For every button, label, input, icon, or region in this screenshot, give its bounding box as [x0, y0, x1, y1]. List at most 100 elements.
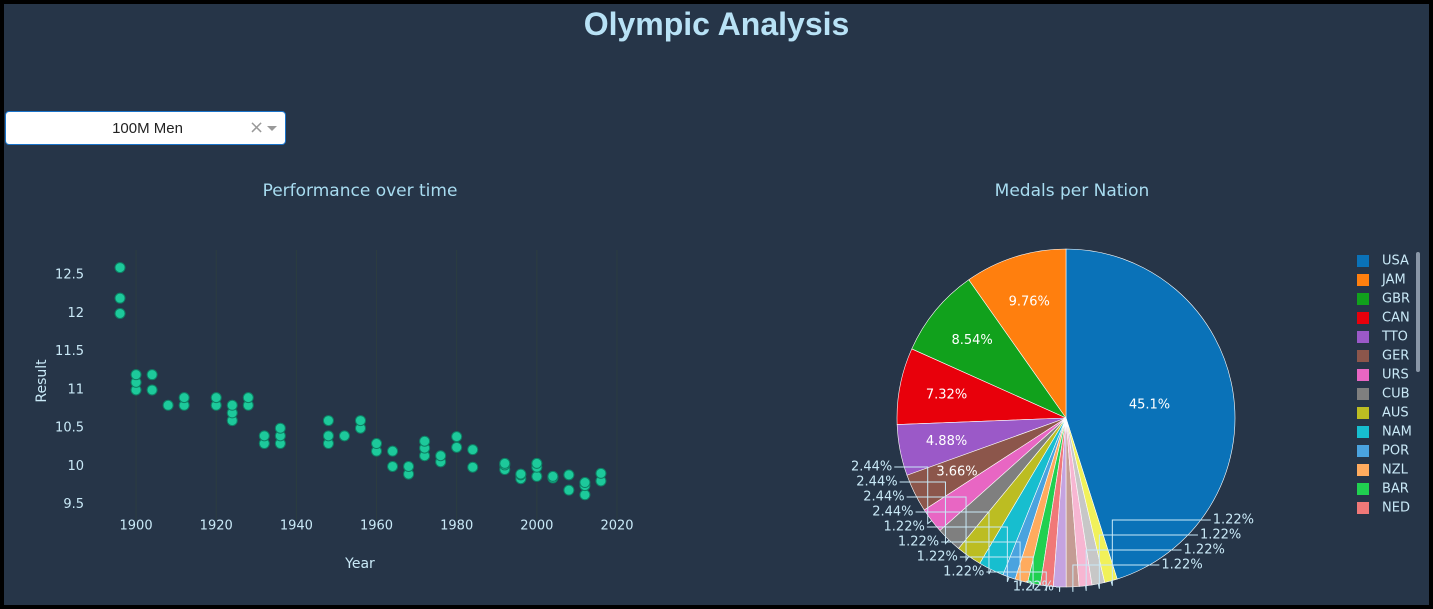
slice-label: 9.76%: [1009, 294, 1050, 309]
legend-label: GER: [1382, 349, 1409, 364]
point: [322, 415, 334, 427]
legend-label: POR: [1382, 444, 1409, 459]
legend-label: GBR: [1382, 292, 1410, 307]
legend-label: TTO: [1381, 330, 1408, 345]
legend-swatch: [1357, 331, 1369, 343]
legend-swatch: [1357, 350, 1369, 362]
chart-title: Medals per Nation: [995, 181, 1150, 201]
leader-line: [1072, 564, 1160, 592]
leader-line: [1056, 586, 1061, 592]
slice-label: 2.44%: [851, 460, 892, 475]
point: [531, 470, 543, 482]
leader-line: [941, 541, 1022, 586]
point: [403, 460, 415, 472]
x-tick-label: 1980: [440, 519, 473, 534]
y-tick-label: 10.5: [55, 421, 84, 436]
x-axis-label: Year: [344, 556, 375, 572]
dropdown[interactable]: 100M Men ×: [5, 111, 286, 145]
slice-label: 1.22%: [1161, 558, 1202, 573]
legend-swatch: [1357, 502, 1369, 514]
point: [579, 489, 591, 501]
leader-line: [1085, 549, 1182, 591]
point: [419, 435, 431, 447]
point: [322, 430, 334, 442]
slice-label: 3.66%: [936, 465, 977, 480]
point: [114, 292, 126, 304]
slice-label: 2.44%: [856, 475, 897, 490]
slice-label: 2.44%: [863, 490, 904, 505]
pie-slice: [1065, 417, 1118, 583]
pie-slice: [911, 279, 1067, 419]
legend-label: USA: [1382, 254, 1409, 269]
point: [226, 399, 238, 411]
y-tick-label: 11.5: [55, 344, 84, 359]
x-tick-label: 1960: [360, 519, 393, 534]
slice-label: 1.22%: [1013, 580, 1054, 595]
legend-swatch: [1357, 426, 1369, 438]
slice-label: 8.54%: [951, 333, 992, 348]
leader-line: [894, 466, 932, 525]
legend-swatch: [1357, 274, 1369, 286]
clear-icon[interactable]: ×: [249, 117, 265, 138]
legend-label: NED: [1382, 501, 1410, 516]
point: [515, 468, 527, 480]
y-tick-label: 11: [67, 382, 84, 397]
point: [547, 470, 559, 482]
leader-line: [986, 571, 1048, 591]
point: [210, 392, 222, 404]
slice-label: 4.88%: [926, 434, 967, 449]
legend-label: NZL: [1382, 463, 1409, 478]
leader-line: [959, 556, 1035, 589]
pie-slice: [1065, 248, 1236, 580]
point: [563, 469, 575, 481]
pie-slice: [968, 248, 1067, 419]
legend-label: JAM: [1381, 273, 1406, 288]
point: [258, 430, 270, 442]
slice-label: 1.22%: [1200, 528, 1241, 543]
point: [146, 384, 158, 396]
slice-label: 1.22%: [1184, 543, 1225, 558]
legend-swatch: [1357, 445, 1369, 457]
x-tick-label: 1900: [120, 519, 153, 534]
point: [467, 461, 479, 473]
point: [451, 441, 463, 453]
legend-swatch: [1357, 255, 1369, 267]
legend-swatch: [1357, 312, 1369, 324]
point: [387, 460, 399, 472]
legend-scrollbar: [1416, 252, 1420, 372]
legend-label: BAR: [1382, 482, 1409, 497]
slice-label: 1.22%: [917, 550, 958, 565]
legend-label: CUB: [1382, 387, 1410, 402]
x-tick-label: 1920: [200, 519, 233, 534]
chart-title: Performance over time: [263, 181, 458, 201]
slice-label: 1.22%: [884, 520, 925, 535]
leader-line: [1097, 534, 1198, 589]
y-tick-label: 12.5: [55, 268, 84, 283]
leader-line: [906, 496, 970, 563]
point: [162, 399, 174, 411]
legend-swatch: [1357, 388, 1369, 400]
leader-line: [926, 526, 1010, 582]
legend-swatch: [1357, 483, 1369, 495]
point: [435, 450, 447, 462]
point: [146, 369, 158, 381]
slice-label: 45.1%: [1129, 398, 1170, 413]
point: [178, 392, 190, 404]
y-tick-label: 12: [67, 306, 84, 321]
point: [531, 457, 543, 469]
dropdown-value: 100M Men: [112, 120, 183, 137]
x-tick-label: 1940: [280, 519, 313, 534]
point: [499, 457, 511, 469]
x-tick-label: 2000: [520, 519, 553, 534]
point: [595, 467, 607, 479]
point: [387, 445, 399, 457]
y-tick-label: 9.5: [63, 497, 84, 512]
legend-swatch: [1357, 464, 1369, 476]
point: [114, 307, 126, 319]
legend-label: URS: [1382, 368, 1409, 383]
point: [242, 392, 254, 404]
slice-label: 7.32%: [926, 387, 967, 402]
dropdown-caret[interactable]: [267, 126, 277, 131]
